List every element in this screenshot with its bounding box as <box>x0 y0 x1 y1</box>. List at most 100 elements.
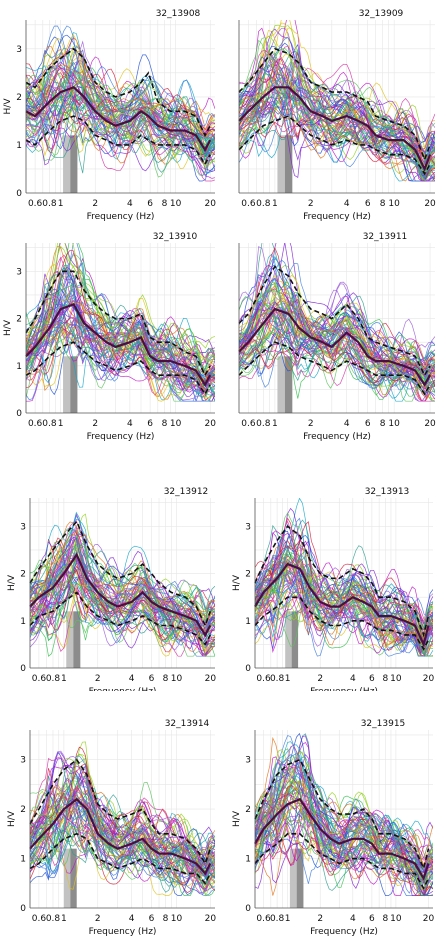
window-trace <box>26 64 215 138</box>
window-trace <box>239 308 435 378</box>
y-tick-label: 0 <box>20 664 26 674</box>
y-tick-label: 2 <box>16 93 22 103</box>
window-trace <box>239 39 435 164</box>
std-lower-curve <box>29 832 212 885</box>
window-trace <box>26 243 215 369</box>
x-tick-label: 2 <box>317 914 323 924</box>
mean-hv-curve <box>238 307 432 387</box>
x-tick-label: 0.6 <box>241 419 256 429</box>
x-tick-label: 10 <box>390 914 402 924</box>
std-lower-curve <box>25 341 211 396</box>
window-trace <box>30 529 215 642</box>
std-lower-curve <box>29 591 212 646</box>
window-trace <box>26 64 215 146</box>
std-upper-curve <box>25 47 211 138</box>
window-trace <box>255 535 433 655</box>
y-tick-label: 3 <box>16 267 22 277</box>
window-trace <box>255 553 433 629</box>
x-tick-label: 1 <box>272 419 278 429</box>
window-trace <box>255 798 433 896</box>
window-trace <box>255 517 433 657</box>
window-trace <box>26 104 215 173</box>
y-tick-label: 0 <box>245 664 251 674</box>
window-trace <box>26 67 215 140</box>
x-tick-label: 6 <box>147 419 153 429</box>
y-tick-label: 3 <box>20 522 26 532</box>
window-trace <box>30 542 215 628</box>
x-axis-label: Frequency (Hz) <box>87 212 155 222</box>
window-trace <box>26 74 215 164</box>
window-trace <box>26 322 215 394</box>
x-axis-label: Frequency (Hz) <box>303 212 371 222</box>
window-trace <box>30 780 215 876</box>
window-trace <box>26 67 215 138</box>
window-trace <box>239 328 435 388</box>
peak-band-light <box>63 356 71 413</box>
window-traces <box>26 25 215 182</box>
window-trace <box>30 581 215 657</box>
x-tick-label: 0.8 <box>256 419 271 429</box>
x-tick-label: 1 <box>58 419 64 429</box>
y-tick-label: 0 <box>16 189 22 199</box>
window-trace <box>239 87 435 154</box>
x-axis-label: Frequency (Hz) <box>303 432 371 442</box>
window-trace <box>255 809 433 883</box>
peak-band-light <box>63 135 71 193</box>
x-tick-label: 8 <box>383 914 389 924</box>
window-trace <box>26 243 215 382</box>
x-tick-label: 0.8 <box>46 914 61 924</box>
y-tick-label: 2 <box>245 805 251 815</box>
x-tick-label: 1 <box>58 199 64 209</box>
y-tick-label: 3 <box>16 45 22 55</box>
window-trace <box>239 52 435 143</box>
window-traces <box>26 243 215 402</box>
x-tick-label: 8 <box>163 674 169 684</box>
peak-band-light <box>289 848 297 908</box>
window-trace <box>26 70 215 154</box>
window-trace <box>30 535 215 624</box>
x-tick-label: 6 <box>369 674 375 684</box>
x-tick-label: 4 <box>344 199 350 209</box>
window-trace <box>26 268 215 396</box>
x-tick-label: 8 <box>383 674 389 684</box>
peak-band-light <box>277 135 285 193</box>
std-upper-curve <box>238 47 431 162</box>
window-trace <box>30 551 215 646</box>
window-trace <box>26 301 215 388</box>
y-axis-label: H/V <box>232 810 242 827</box>
chart-title: 32_13908 <box>156 9 201 19</box>
x-tick-label: 0.6 <box>256 674 271 684</box>
window-trace <box>255 550 433 641</box>
mean-hv-curve <box>25 303 212 387</box>
y-tick-label: 1 <box>20 617 26 627</box>
window-trace <box>239 278 435 386</box>
y-axis-label: H/V <box>3 98 13 115</box>
peak-band-light <box>66 611 74 668</box>
x-tick-label: 6 <box>149 674 155 684</box>
x-tick-label: 0.8 <box>256 199 271 209</box>
y-tick-label: 1 <box>245 617 251 627</box>
x-tick-label: 20 <box>205 419 217 429</box>
x-tick-label: 4 <box>129 914 135 924</box>
window-trace <box>30 511 215 635</box>
window-trace <box>255 735 433 894</box>
window-trace <box>30 565 215 642</box>
chart-title: 32_13914 <box>165 719 210 729</box>
window-trace <box>26 322 215 384</box>
window-trace <box>239 292 435 385</box>
mean-hv-curve <box>254 562 430 648</box>
y-tick-label: 1 <box>16 362 22 372</box>
window-trace <box>30 780 215 880</box>
x-tick-label: 4 <box>344 419 350 429</box>
window-trace <box>30 803 215 876</box>
window-trace <box>239 292 435 389</box>
x-tick-label: 6 <box>369 914 375 924</box>
window-trace <box>30 539 215 657</box>
window-trace <box>26 284 215 368</box>
window-trace <box>255 768 433 889</box>
x-tick-label: 0.8 <box>270 674 285 684</box>
x-tick-label: 1 <box>285 674 291 684</box>
x-tick-label: 1 <box>61 914 67 924</box>
window-trace <box>255 540 433 644</box>
